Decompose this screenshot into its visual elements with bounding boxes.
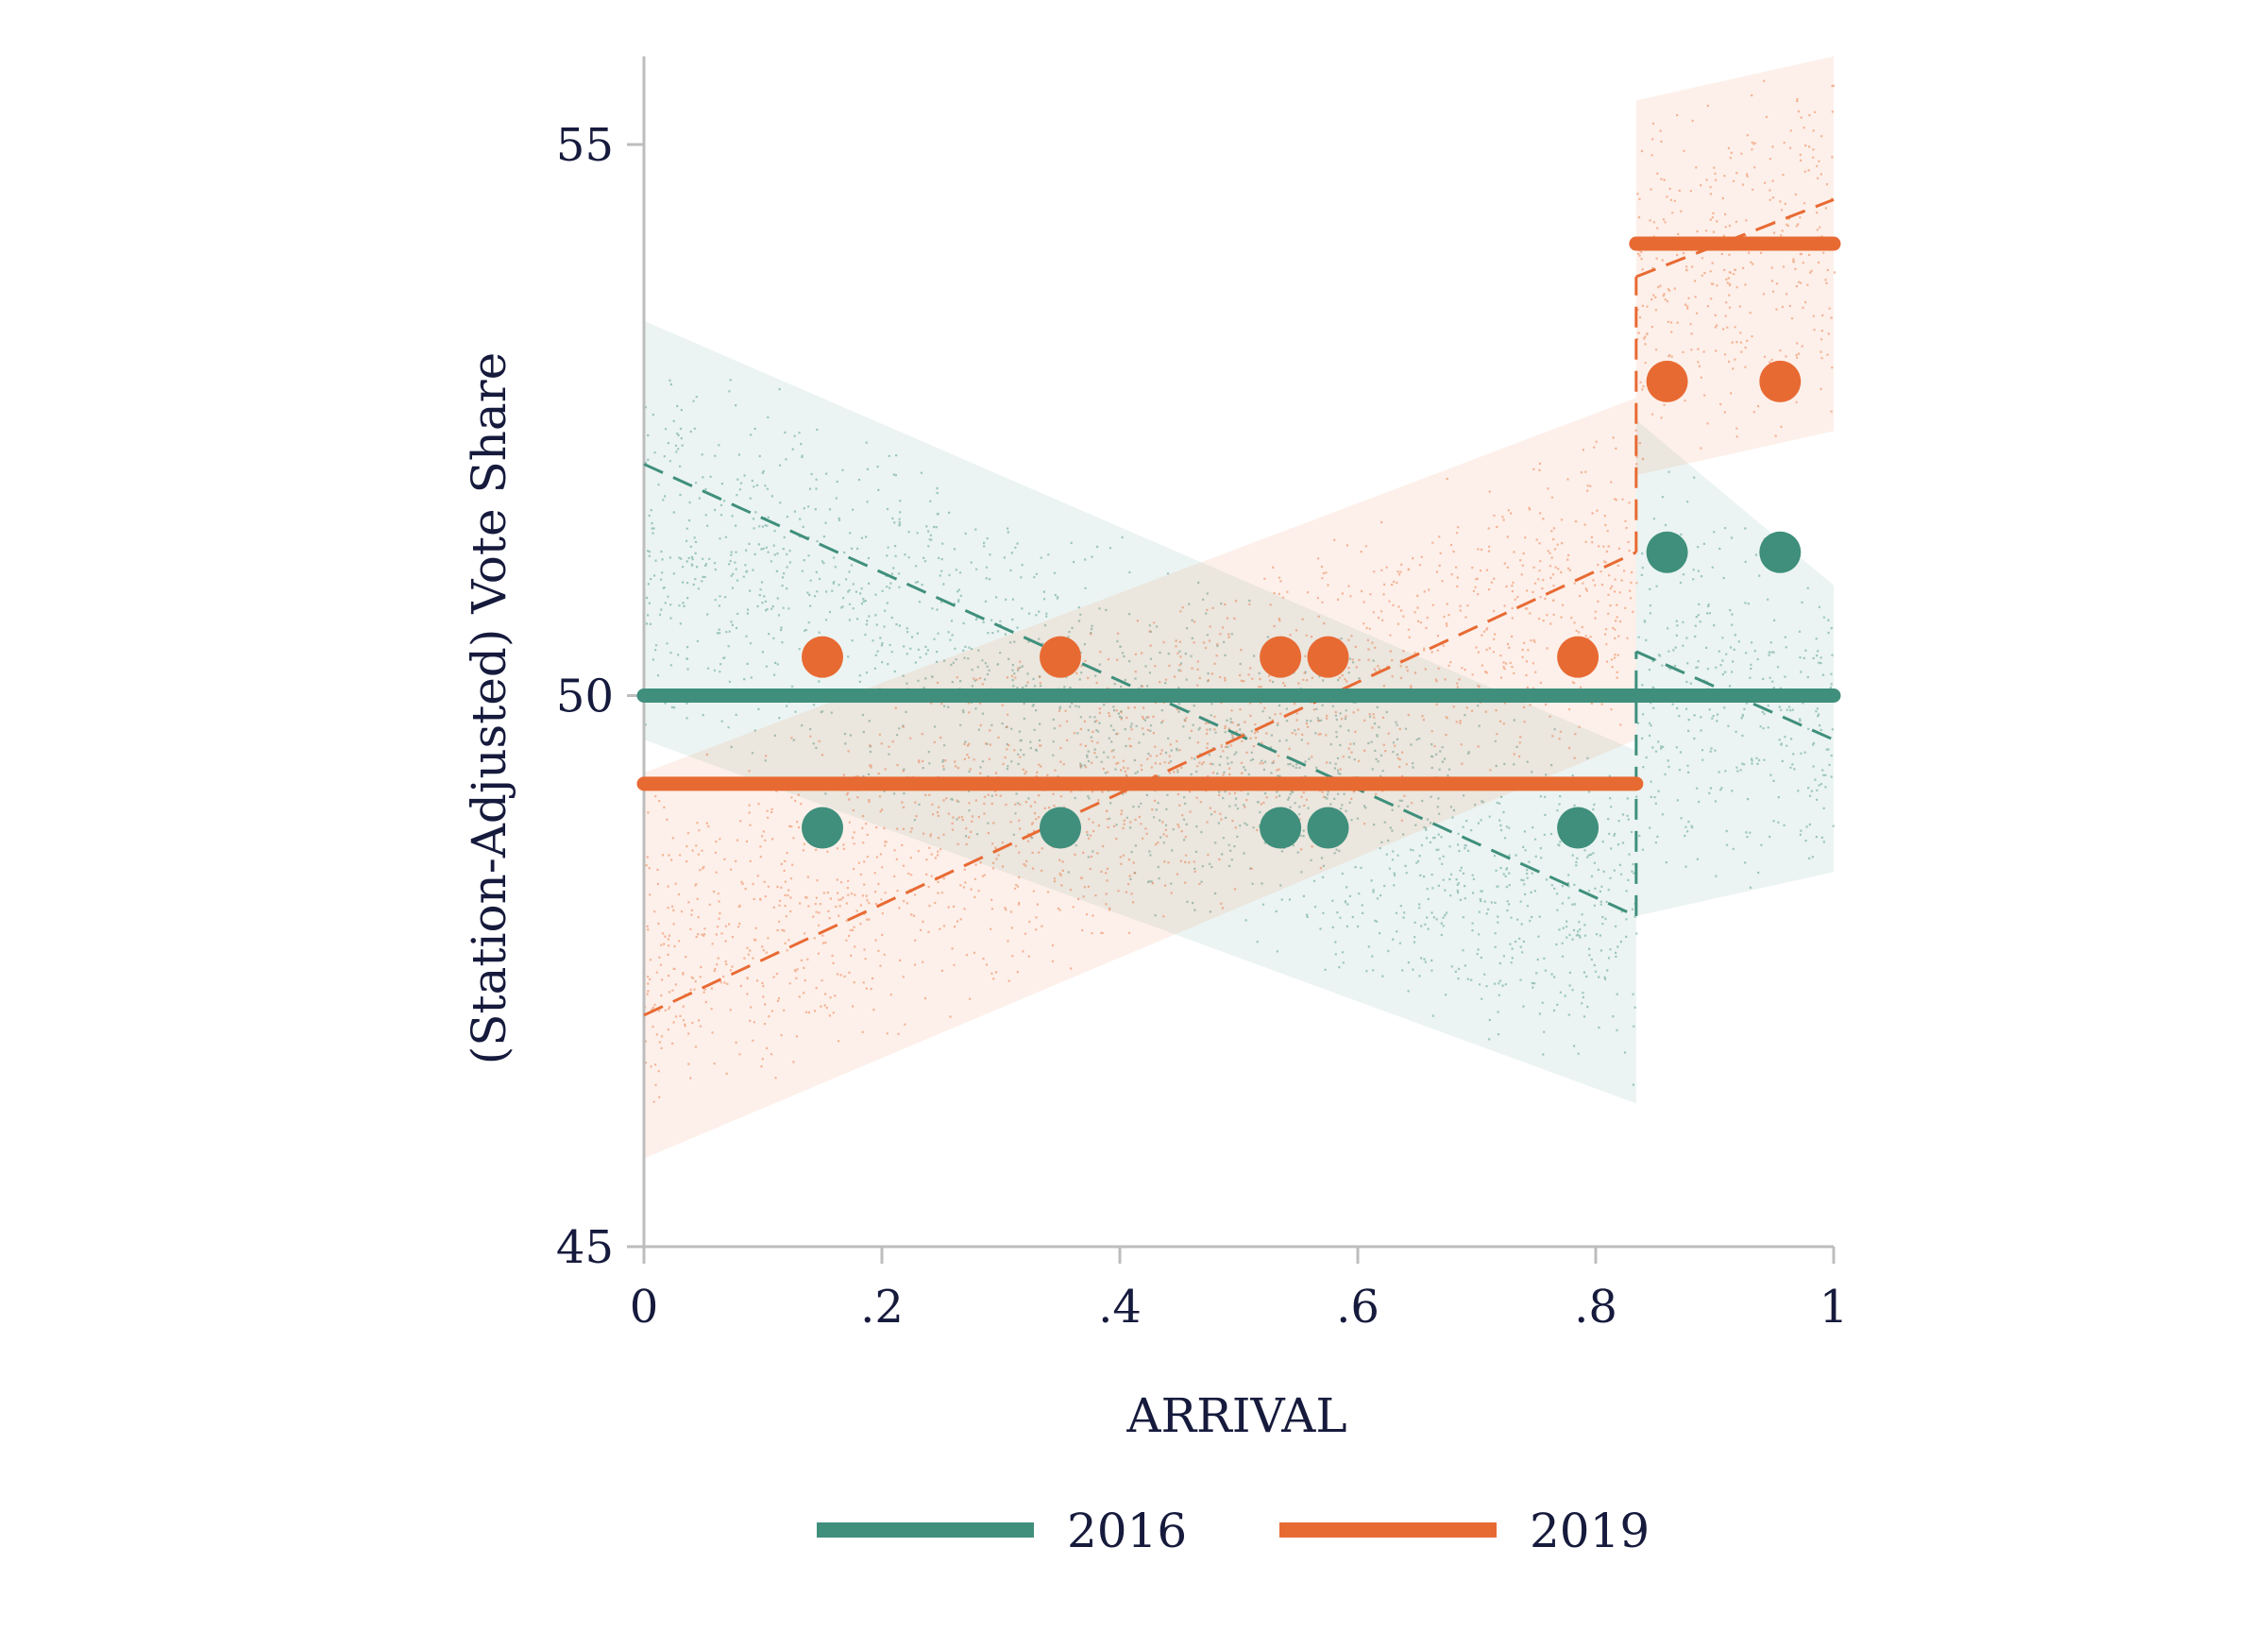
x-tick-label: 0 <box>630 1281 659 1334</box>
data-point-2019 <box>1040 636 1081 678</box>
data-point-2016 <box>1260 807 1302 849</box>
data-point-2016 <box>1759 531 1802 573</box>
mean-2019 <box>636 236 1841 791</box>
x-tick-label: .6 <box>1336 1281 1379 1334</box>
band-stipple-2019 <box>1636 79 1836 461</box>
data-point-2019 <box>1260 636 1302 678</box>
data-point-2016 <box>1040 807 1081 849</box>
x-tick-label: .8 <box>1574 1281 1617 1334</box>
y-tick-label: 45 <box>556 1221 614 1274</box>
y-tick-label: 50 <box>556 671 614 723</box>
mean-lines <box>636 236 1841 791</box>
legend-label-2019: 2019 <box>1530 1504 1650 1558</box>
band-area-2016 <box>644 320 1636 1104</box>
band-stipple-2019 <box>644 429 1638 1103</box>
data-point-2016 <box>802 807 843 849</box>
data-point-2019 <box>1557 636 1599 678</box>
legend-label-2016: 2016 <box>1067 1504 1187 1558</box>
data-point-2019 <box>1646 360 1688 402</box>
x-axis-title: ARRIVAL <box>1126 1388 1346 1443</box>
data-point-2019 <box>802 636 843 678</box>
bin-points <box>802 360 1802 849</box>
data-point-2016 <box>1557 807 1599 849</box>
y-axis-title: (Station-Adjusted) Vote Share <box>462 352 516 1064</box>
x-tick-label: .2 <box>860 1281 904 1334</box>
x-tick-label: 1 <box>1819 1281 1849 1334</box>
y-ticks: 45 50 55 <box>556 119 644 1274</box>
data-point-2016 <box>1307 807 1349 849</box>
uncertainty-bands <box>644 56 1836 1159</box>
x-tick-label: .4 <box>1098 1281 1142 1334</box>
fit-line-2016 <box>643 463 1637 918</box>
data-point-2019 <box>1759 360 1802 402</box>
data-point-2016 <box>1646 531 1688 573</box>
band-area-2019 <box>1635 56 1834 476</box>
y-tick-label: 55 <box>556 119 614 172</box>
band-area-2016 <box>1635 419 1834 916</box>
points-2019 <box>802 360 1802 678</box>
data-point-2019 <box>1307 636 1349 678</box>
points-2016 <box>802 531 1802 849</box>
x-ticks: 0 .2 .4 .6 .8 1 <box>630 1247 1849 1334</box>
legend: 2016 2019 <box>817 1504 1650 1558</box>
axes: 0 .2 .4 .6 .8 1 45 50 55 <box>556 56 1849 1334</box>
